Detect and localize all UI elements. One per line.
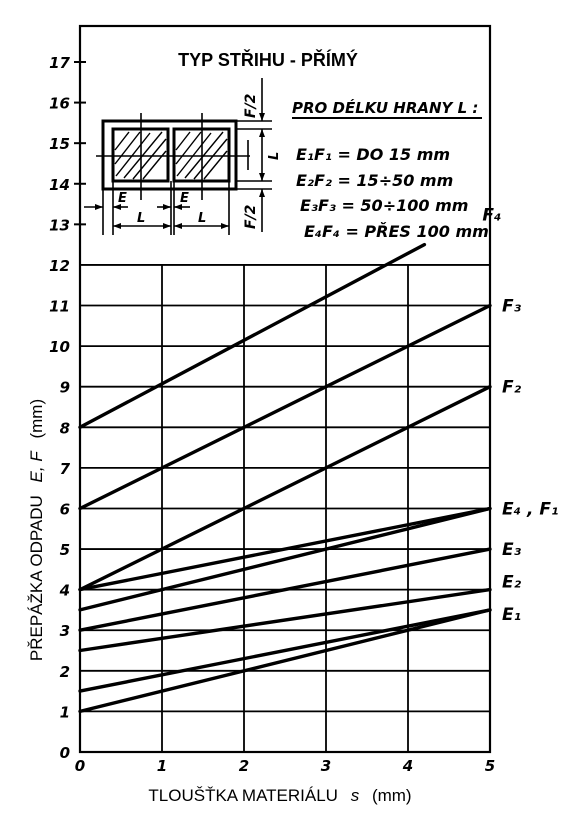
x-tick-label: 4 bbox=[402, 757, 413, 775]
x-axis-label-text: TLOUŠŤKA MATERIÁLU bbox=[148, 786, 338, 805]
diagram-l-label-left: L bbox=[137, 211, 145, 226]
diagram-f-half-top: F/2 bbox=[243, 94, 259, 118]
grid bbox=[74, 24, 492, 754]
legend: PRO DÉLKU HRANY L : E₁F₁ = DO 15 mm E₂F₂… bbox=[292, 98, 489, 241]
chart-title: TYP STŘIHU - PŘÍMÝ bbox=[178, 49, 358, 70]
y-tick-label: 6 bbox=[60, 500, 70, 518]
y-tick-label: 10 bbox=[49, 338, 70, 356]
series-line-2 bbox=[78, 385, 492, 592]
series-label: F₃ bbox=[502, 297, 522, 317]
legend-entry-1: E₁F₁ = DO 15 mm bbox=[296, 145, 450, 164]
diagram-e-label-right: E bbox=[180, 191, 189, 206]
y-axis-symbol: E, F bbox=[27, 450, 46, 483]
series-line-6 bbox=[78, 587, 492, 653]
y-tick-label: 0 bbox=[60, 744, 70, 762]
x-axis-label: TLOUŠŤKA MATERIÁLU s (mm) bbox=[148, 786, 411, 805]
plot-frame bbox=[78, 24, 492, 754]
legend-entry-2: E₂F₂ = 15÷50 mm bbox=[296, 171, 453, 190]
series-line-7 bbox=[78, 608, 492, 693]
y-axis-unit: (mm) bbox=[27, 399, 46, 439]
cutting-diagram: E E L L L F/2 F/2 bbox=[84, 78, 282, 235]
diagram-e-label-left: E bbox=[118, 191, 127, 206]
series-line-1 bbox=[78, 303, 492, 511]
y-tick-label: 15 bbox=[49, 135, 70, 153]
series-label: F₂ bbox=[502, 378, 522, 398]
y-tick-label: 9 bbox=[60, 379, 70, 397]
legend-entry-4: E₄F₄ = PŘES 100 mm bbox=[304, 222, 489, 241]
y-axis-label-text: PŘEPÁŽKA ODPADU bbox=[27, 495, 46, 661]
series-line-3 bbox=[78, 506, 492, 612]
y-tick-label: 8 bbox=[60, 419, 70, 437]
series-label: E₄ , F₁ bbox=[502, 499, 558, 519]
y-tick-label: 5 bbox=[60, 541, 70, 559]
y-tick-label: 1 bbox=[60, 703, 70, 721]
series-line-8 bbox=[78, 608, 492, 714]
y-tick-label: 12 bbox=[49, 257, 70, 275]
series-line-0 bbox=[78, 242, 427, 429]
series-labels: F₄ F₃ F₂ E₄ , F₁ E₃ E₂ E₁ bbox=[482, 206, 558, 625]
y-axis-label: PŘEPÁŽKA ODPADU E, F (mm) bbox=[27, 399, 46, 661]
y-tick-label: 13 bbox=[49, 216, 70, 234]
series-lines bbox=[78, 242, 492, 714]
legend-heading: PRO DÉLKU HRANY L : bbox=[292, 98, 478, 117]
y-tick-label: 4 bbox=[59, 582, 70, 600]
legend-entry-3: E₃F₃ = 50÷100 mm bbox=[300, 196, 468, 215]
x-axis-symbol: s bbox=[351, 786, 360, 805]
x-axis-unit: (mm) bbox=[372, 786, 412, 805]
strip-outline bbox=[101, 119, 238, 191]
x-tick-label: 2 bbox=[239, 757, 249, 775]
series-line-5 bbox=[78, 547, 492, 632]
diagram-f-half-bottom: F/2 bbox=[243, 205, 259, 229]
series-label: E₂ bbox=[502, 573, 522, 593]
diagram-l-label-height: L bbox=[267, 152, 282, 160]
series-label: F₄ bbox=[482, 206, 501, 226]
diagram-l-label-right: L bbox=[198, 211, 206, 226]
y-tick-label: 16 bbox=[49, 95, 70, 113]
x-tick-label: 1 bbox=[157, 757, 167, 775]
x-tick-label: 0 bbox=[75, 757, 85, 775]
series-label: E₁ bbox=[502, 605, 521, 625]
series-line-4 bbox=[78, 506, 492, 592]
x-tick-label: 5 bbox=[485, 757, 495, 775]
x-tick-label: 3 bbox=[321, 757, 331, 775]
series-label: E₃ bbox=[502, 540, 522, 560]
y-tick-label: 7 bbox=[60, 460, 71, 478]
y-tick-label: 11 bbox=[49, 298, 70, 316]
y-tick-label: 14 bbox=[49, 176, 70, 194]
y-tick-label: 17 bbox=[49, 54, 70, 72]
y-tick-label: 2 bbox=[60, 663, 70, 681]
y-tick-label: 3 bbox=[60, 622, 70, 640]
